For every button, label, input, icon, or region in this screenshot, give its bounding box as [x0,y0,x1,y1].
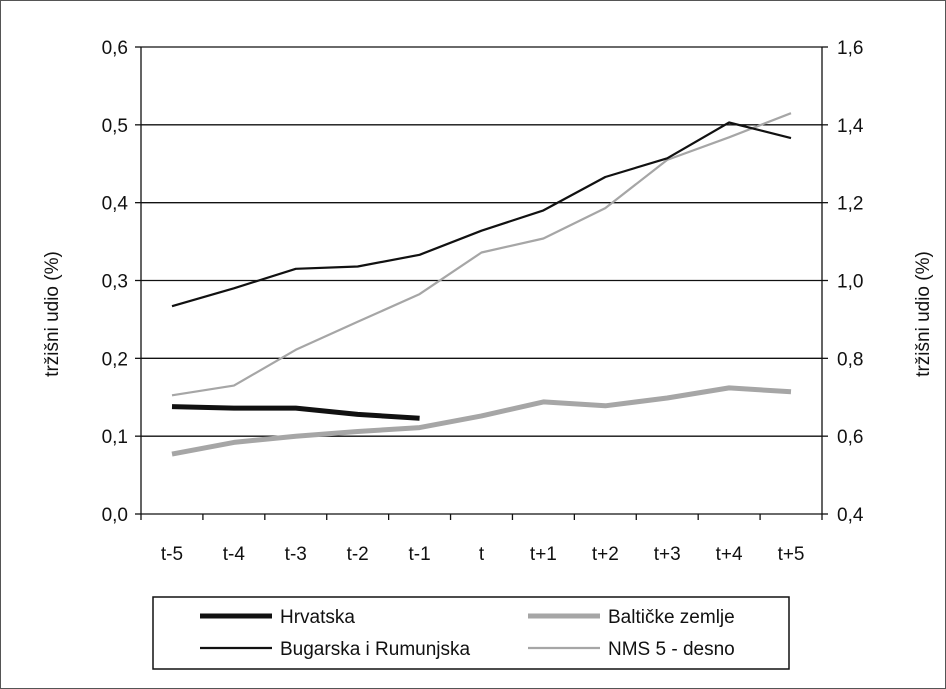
legend-box [152,596,790,670]
x-tick-label: t-1 [408,544,430,565]
legend-label: Baltičke zemlje [608,607,735,628]
left-y-ticks: 0,0 0,1 0,2 0,3 0,4 0,5 0,6 [102,38,129,526]
right-y-tick-label: 1,4 [837,116,864,137]
x-tick-label: t+2 [592,544,619,565]
right-y-tick-label: 1,2 [837,194,863,215]
left-y-tick-label: 0,5 [102,116,128,137]
left-y-tick-label: 0,3 [102,272,128,293]
series-line [171,112,792,397]
x-tick-label: t-4 [223,544,246,565]
left-y-tick-label: 0,6 [102,38,128,59]
legend-label: Bugarska i Rumunjska [280,639,471,660]
left-y-tick-label: 0,2 [102,349,128,370]
x-tick-label: t-5 [161,544,183,565]
left-y-tick-label: 0,1 [102,427,128,448]
x-tick-label: t-2 [347,544,369,565]
right-y-tick-label: 0,6 [837,427,863,448]
grid-lines [141,46,822,437]
series-line [171,404,420,421]
left-y-tick-label: 0,0 [102,505,128,526]
series-group [171,112,792,457]
left-y-axis-label: tržišni udio (%) [42,251,63,377]
legend-label: Hrvatska [280,607,355,628]
right-y-tick-label: 0,4 [837,505,864,526]
right-y-tick-label: 1,0 [837,272,863,293]
x-tick-label: t [479,544,485,565]
x-ticks: t-5 t-4 t-3 t-2 t-1 t t+1 t+2 t+3 t+4 t+5 [161,544,805,565]
series-line [171,385,792,457]
legend: Hrvatska Bugarska i Rumunjska Baltičke zem… [152,596,790,670]
x-tick-label: t+4 [716,544,743,565]
x-tick-label: t+5 [778,544,805,565]
right-y-tick-label: 0,8 [837,349,863,370]
left-y-tick-label: 0,4 [102,194,129,215]
series-line [171,121,792,308]
right-y-ticks: 0,4 0,6 0,8 1,0 1,2 1,4 1,6 [837,38,864,526]
x-tick-label: t+1 [530,544,557,565]
legend-label: NMS 5 - desno [608,639,735,660]
axes [135,46,828,520]
x-tick-label: t-3 [285,544,307,565]
right-y-tick-label: 1,6 [837,38,863,59]
x-tick-label: t+3 [654,544,681,565]
right-y-axis-label: tržišni udio (%) [913,251,934,377]
